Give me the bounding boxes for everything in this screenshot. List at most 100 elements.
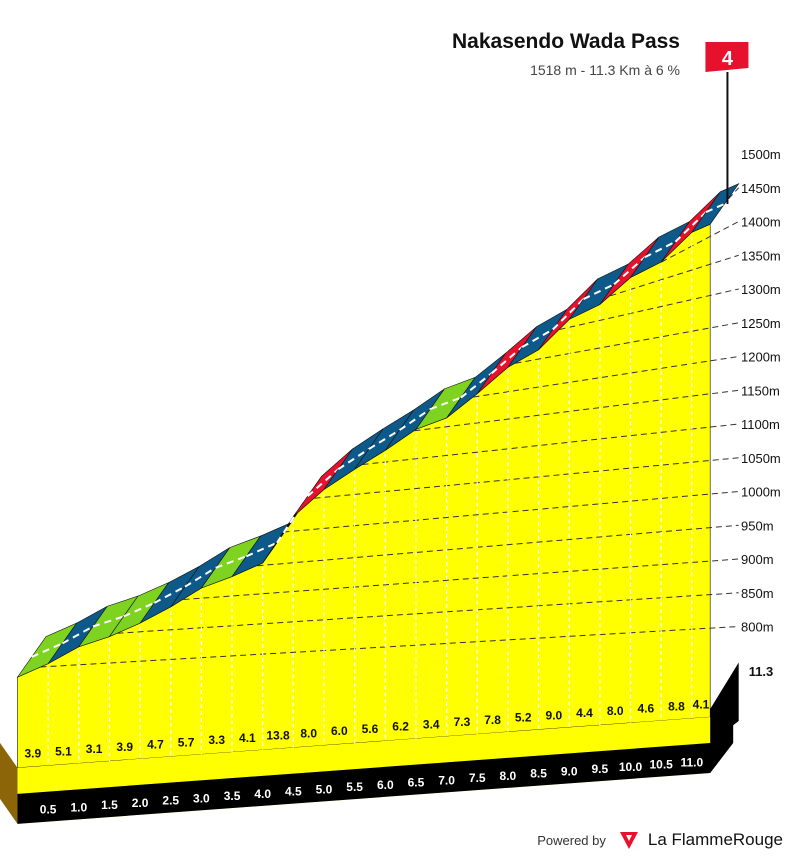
climb-category-label: 4 <box>722 48 734 70</box>
x-tick-label: 8.0 <box>500 769 517 783</box>
road-centerline <box>61 625 94 645</box>
profile-area <box>17 223 711 769</box>
gradient-label: 3.3 <box>208 733 225 747</box>
gradient-label: 7.3 <box>454 715 471 729</box>
brand-name[interactable]: La FlammeRouge <box>647 830 783 849</box>
x-tick-label: 8.5 <box>530 767 547 781</box>
gradient-label: 3.9 <box>24 747 41 761</box>
y-tick-label: 1450m <box>741 181 781 196</box>
road-centerline <box>31 642 63 658</box>
x-tick-label: 2.0 <box>132 796 149 810</box>
climb-category-flag <box>705 42 749 72</box>
base-left-side <box>0 742 18 824</box>
y-tick-label: 950m <box>741 518 774 533</box>
elevation-gridline <box>257 524 739 567</box>
x-tick-label: 4.5 <box>285 785 302 799</box>
road-centerline <box>215 555 247 569</box>
gradient-label: 5.2 <box>515 711 532 725</box>
x-tick-label: 5.5 <box>346 780 363 794</box>
base-right-edge <box>710 662 739 743</box>
x-tick-label: 7.5 <box>469 771 486 785</box>
gradient-label: 9.0 <box>546 708 563 722</box>
x-tick-label: 1.5 <box>101 798 118 812</box>
y-tick-label: 1150m <box>741 383 780 398</box>
y-tick-label: 800m <box>741 620 774 635</box>
elevation-gridline <box>283 491 739 533</box>
gradient-label: 4.7 <box>147 738 164 752</box>
road-centerline <box>123 601 155 618</box>
gradient-label: 4.4 <box>576 706 593 720</box>
road-centerline <box>613 256 646 286</box>
gradient-label: 5.6 <box>362 722 379 736</box>
chart-subtitle: 1518 m - 11.3 Km à 6 % <box>530 62 680 78</box>
gradient-label: 4.6 <box>637 702 654 716</box>
road-centerline <box>276 495 309 544</box>
x-tick-label: 3.0 <box>193 791 210 805</box>
gradient-label: 8.0 <box>300 726 317 740</box>
x-tick-label: 4.0 <box>254 787 271 801</box>
x-tick-label: 10.0 <box>619 760 643 774</box>
powered-by-text: Powered by <box>537 832 606 848</box>
x-tick-label: 10.5 <box>649 758 673 772</box>
elevation-gridline <box>473 356 739 398</box>
road-centerline <box>92 615 125 628</box>
y-tick-label: 1500m <box>741 147 781 162</box>
gradient-label: 3.9 <box>116 740 133 754</box>
x-tick-label: 5.0 <box>316 782 333 796</box>
gradient-label: 5.7 <box>178 735 195 749</box>
road-centerline <box>153 585 186 604</box>
road-centerline <box>245 541 278 558</box>
gradient-label: 7.8 <box>484 713 501 727</box>
gradient-label: 4.1 <box>239 731 256 745</box>
road-centerline <box>398 408 431 431</box>
road-centerline <box>306 468 339 497</box>
gradient-label: 6.2 <box>392 720 409 734</box>
gradient-label: 3.1 <box>86 742 103 756</box>
x-tick-label: 9.5 <box>592 762 609 776</box>
flamme-rouge-logo-icon <box>619 832 638 849</box>
elevation-gridline <box>183 558 739 600</box>
x-tick-label: 7.0 <box>438 773 455 787</box>
road-centerline <box>490 346 523 375</box>
gradient-label: 13.8 <box>266 729 290 743</box>
x-tick-label: 0.5 <box>40 803 57 817</box>
y-tick-label: 1250m <box>741 316 781 331</box>
gradient-label: 8.8 <box>668 699 685 713</box>
x-tick-label: 9.0 <box>561 764 578 778</box>
gradient-label: 5.1 <box>55 744 72 758</box>
elevation-gridline <box>515 322 739 364</box>
chart-title: Nakasendo Wada Pass <box>452 30 680 53</box>
elevation-gridline <box>610 254 739 297</box>
road-centerline <box>521 328 554 348</box>
gradient-label: 3.4 <box>423 717 440 731</box>
gradient-label: 8.0 <box>607 704 624 718</box>
road-centerline <box>644 240 676 259</box>
elevation-gridline <box>414 389 739 432</box>
y-tick-label: 1300m <box>741 282 781 297</box>
x-tick-label: 3.5 <box>224 789 241 803</box>
x-tick-label: 11.3 <box>749 664 774 679</box>
x-tick-label: 2.5 <box>162 794 179 808</box>
elevation-gridline <box>40 626 739 668</box>
road-centerline <box>429 396 462 411</box>
y-tick-label: 1400m <box>741 215 781 230</box>
road-segment <box>690 182 740 234</box>
road-centerline <box>460 372 493 399</box>
elevation-gridline <box>117 592 739 634</box>
y-tick-label: 1100m <box>741 417 780 432</box>
footer: Powered by La FlammeRouge <box>537 829 783 851</box>
elevation-gridline <box>701 187 740 229</box>
base-bottom <box>17 721 734 824</box>
road-centerline <box>368 429 401 450</box>
road-centerline <box>337 448 370 471</box>
y-tick-label: 1000m <box>741 485 781 500</box>
y-tick-label: 1350m <box>741 248 781 263</box>
gradient-label: 6.0 <box>331 724 348 738</box>
elevation-gridline <box>661 221 739 263</box>
x-tick-label: 11.0 <box>680 755 703 769</box>
y-tick-label: 1050m <box>741 451 781 466</box>
elevation-gridline <box>559 288 739 330</box>
road-centerline <box>184 566 217 588</box>
x-tick-label: 1.0 <box>70 800 87 814</box>
